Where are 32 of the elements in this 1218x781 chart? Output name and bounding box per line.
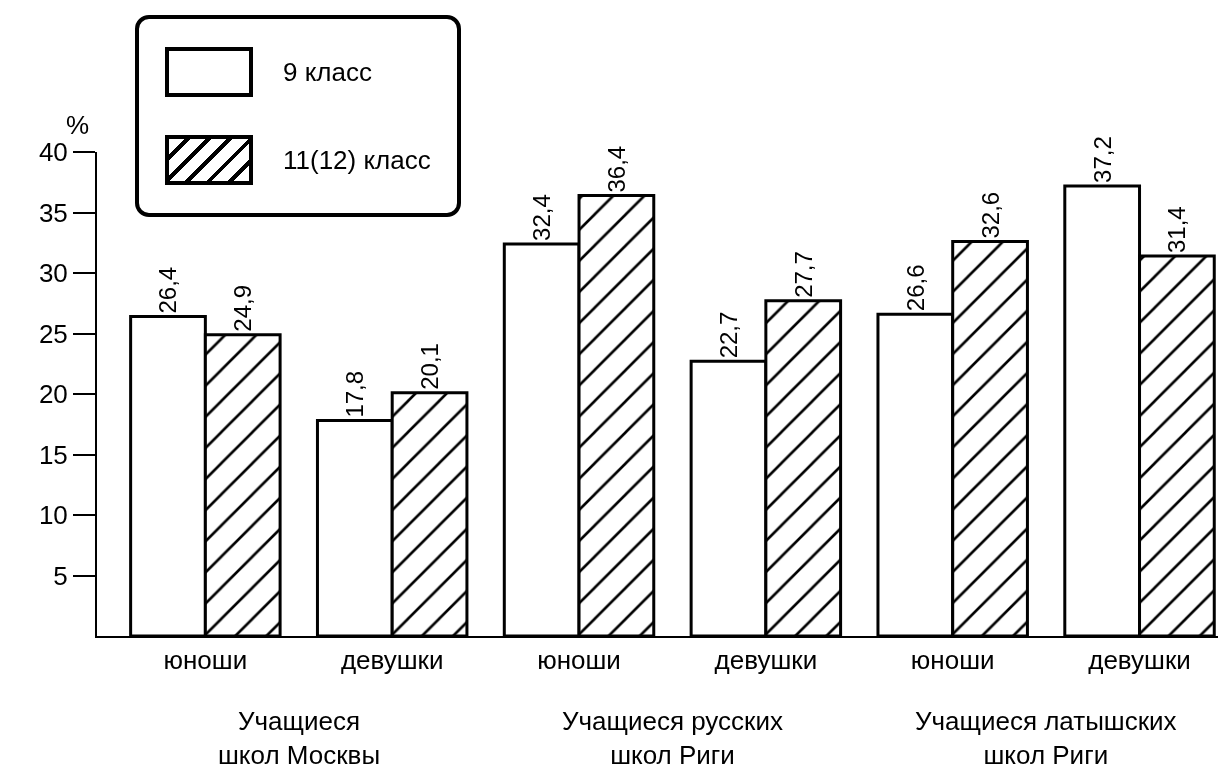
data-label: 20,1 <box>416 343 444 390</box>
data-label: 24,9 <box>229 284 257 332</box>
y-tick-label: 35 <box>38 197 68 228</box>
data-label: 27,7 <box>789 251 817 298</box>
y-tick-label: 40 <box>38 137 68 168</box>
data-label: 26,6 <box>901 264 929 312</box>
data-label: 31,4 <box>1163 206 1191 254</box>
y-tick-label: 10 <box>38 500 68 531</box>
legend-label: 9 класс <box>283 56 372 88</box>
x-tick-label: юноши <box>910 645 995 676</box>
data-label: 36,4 <box>602 145 630 193</box>
data-label: 37,2 <box>1088 136 1116 183</box>
legend-label: 11(12) класс <box>283 144 431 176</box>
data-label: 17,8 <box>341 370 369 418</box>
data-label: 32,6 <box>976 191 1004 239</box>
y-tick-label: 25 <box>38 318 68 349</box>
x-tick-label: девушки <box>714 645 818 676</box>
y-tick-label: 5 <box>53 560 68 591</box>
x-tick-label: юноши <box>163 645 248 676</box>
x-tick-label: девушки <box>340 645 444 676</box>
text: Учащиеся русских школ Риги <box>562 706 783 770</box>
data-label: 26,4 <box>154 266 182 314</box>
y-axis-title: % <box>66 110 90 140</box>
y-tick-label: 20 <box>38 379 68 410</box>
y-tick-label: 15 <box>38 439 68 470</box>
y-tick-label: 30 <box>38 258 68 289</box>
text: Учащиеся латышских школ Риги <box>915 706 1177 770</box>
text: Учащиеся школ Москвы <box>218 706 381 770</box>
x-tick-label: юноши <box>537 645 621 676</box>
data-label: 22,7 <box>714 311 742 359</box>
x-tick-label: девушки <box>1088 645 1191 676</box>
data-label: 32,4 <box>528 194 556 241</box>
